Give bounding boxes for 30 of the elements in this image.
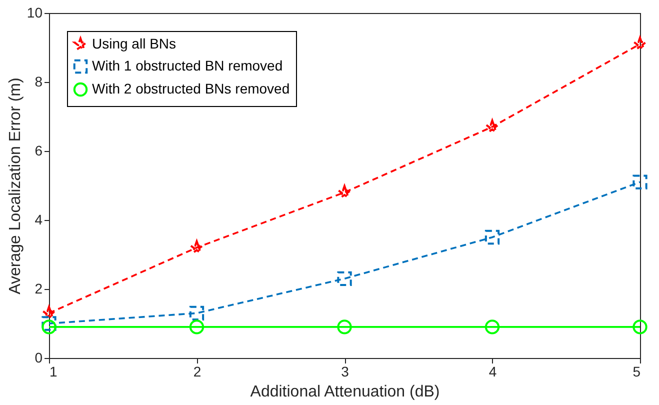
point [42,316,56,331]
point [189,306,204,320]
point [337,185,352,199]
y-axis-title: Average Localization Error (m) [6,78,24,294]
y-tick-label: 6 [34,142,43,158]
x-axis-title: Additional Attenuation (dB) [250,384,440,400]
point [337,320,352,334]
point [337,271,352,286]
point [632,320,648,334]
point [190,240,204,254]
point [632,174,648,190]
y-tick-label: 10 [26,4,43,20]
y-tick-label: 0 [34,350,43,366]
point [484,320,500,334]
legend-label: With 1 obstructed BN removed [92,58,283,74]
point [42,320,56,334]
x-tick-label: 1 [50,364,58,380]
x-tick-label: 2 [193,364,202,380]
point [42,306,56,320]
legend-label: With 2 obstructed BNs removed [92,80,290,96]
point [632,36,648,50]
point [189,320,204,334]
point [484,230,500,245]
x-tick-label: 3 [341,364,350,380]
y-tick-label: 4 [34,212,43,228]
legend-label: Using all BNs [92,36,176,52]
x-tick-label: 5 [632,364,641,380]
x-tick-label: 4 [488,364,497,380]
y-tick-label: 8 [34,74,43,90]
y-tick-label: 2 [34,280,43,296]
